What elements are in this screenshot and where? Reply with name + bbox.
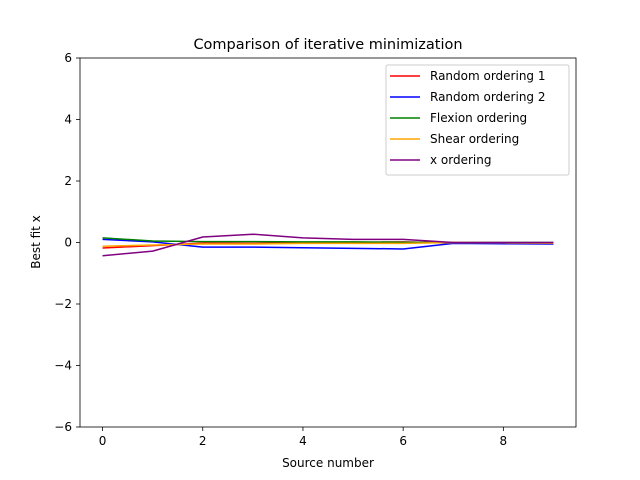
chart-title: Comparison of iterative minimization [193, 37, 462, 53]
ticks-layer: 0 2 4 6 8 −6 −4 −2 0 2 4 6 [54, 51, 507, 448]
y-axis-label: Best fit x [29, 215, 43, 269]
x-tick-label: 2 [199, 434, 207, 448]
legend-label: Flexion ordering [430, 111, 527, 125]
y-tick-label: 2 [64, 174, 72, 188]
legend-label: Random ordering 1 [430, 69, 546, 83]
x-tick-label: 0 [99, 434, 107, 448]
legend-label: Shear ordering [430, 132, 519, 146]
y-tick-label: 6 [64, 51, 72, 65]
legend-label: x ordering [430, 153, 491, 167]
legend-label: Random ordering 2 [430, 90, 546, 104]
x-tick-label: 4 [299, 434, 307, 448]
y-tick-label: 4 [64, 113, 72, 127]
legend-box [385, 64, 570, 176]
x-tick-label: 6 [399, 434, 407, 448]
legend: Random ordering 1 Random ordering 2 Flexio… [385, 64, 570, 176]
y-tick-label: 0 [64, 236, 72, 250]
series-line-5 [102, 233, 554, 257]
series-layer [102, 233, 554, 257]
y-tick-label: −6 [54, 420, 72, 434]
y-tick-label: −4 [54, 359, 72, 373]
x-tick-label: 8 [500, 434, 508, 448]
y-tick-label: −2 [54, 297, 72, 311]
x-axis-label: Source number [282, 456, 374, 470]
